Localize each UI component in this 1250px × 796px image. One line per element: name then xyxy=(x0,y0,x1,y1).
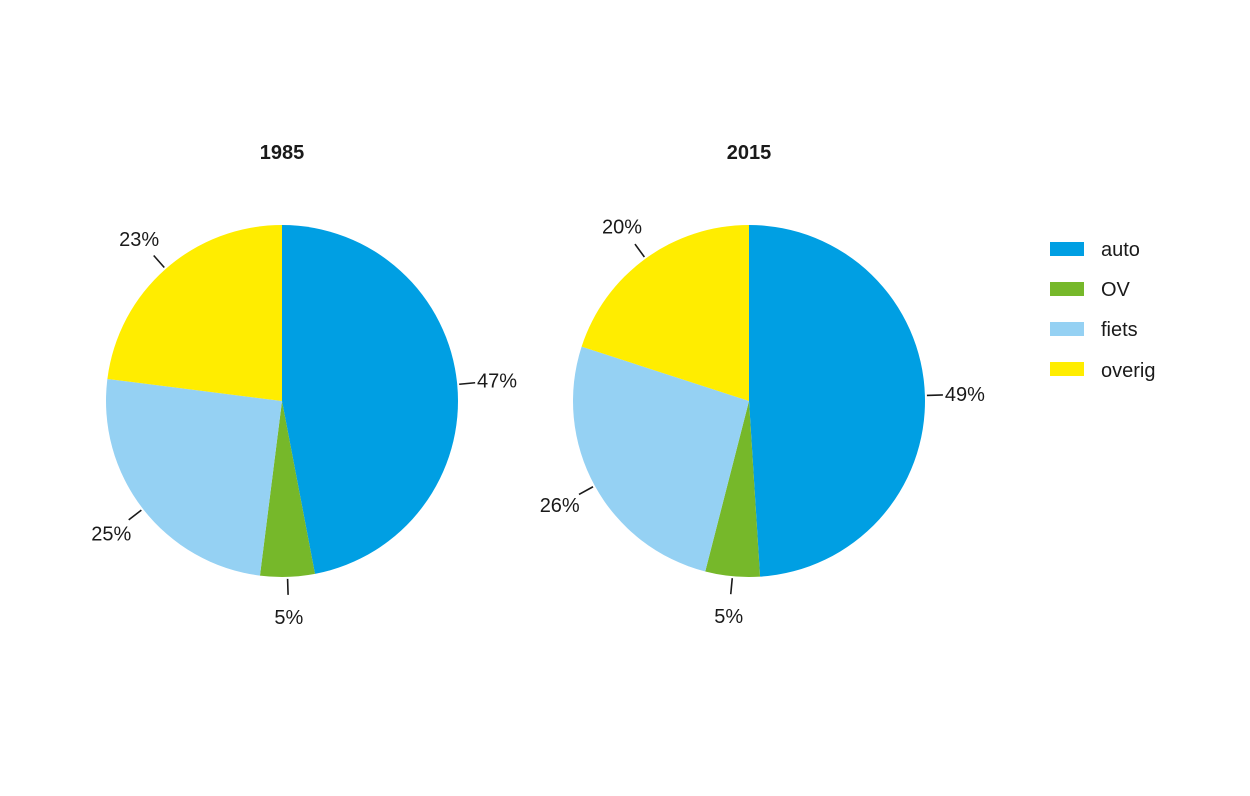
pie-slice-1985-auto xyxy=(282,225,459,574)
legend-swatch-auto xyxy=(1050,242,1084,256)
leader-line-1985-fiets xyxy=(128,509,142,521)
pct-label-2015-ov: 5% xyxy=(714,606,743,628)
pie-slice-2015-overig xyxy=(581,225,749,401)
legend-label-fiets: fiets xyxy=(1101,319,1138,341)
pct-label-2015-auto: 49% xyxy=(945,384,985,406)
leader-line-1985-auto xyxy=(459,381,476,386)
pct-label-1985-fiets: 25% xyxy=(91,523,131,545)
legend: auto OV fiets overig xyxy=(1050,239,1155,382)
leader-line-2015-auto xyxy=(926,394,943,397)
pie-slice-1985-fiets xyxy=(106,378,283,576)
pie-title-2015: 2015 xyxy=(727,142,772,164)
pie-slice-2015-auto xyxy=(749,225,925,577)
legend-swatch-fiets xyxy=(1050,322,1084,336)
pie-slices-1985 xyxy=(106,225,459,578)
leader-line-2015-overig xyxy=(634,243,646,258)
pct-label-1985-ov: 5% xyxy=(274,607,303,629)
legend-label-ov: OV xyxy=(1101,279,1131,301)
leader-line-1985-overig xyxy=(153,254,165,269)
legend-label-overig: overig xyxy=(1101,360,1155,382)
pie-title-1985: 1985 xyxy=(260,142,305,164)
pct-label-2015-fiets: 26% xyxy=(540,495,580,517)
pie-slice-1985-overig xyxy=(107,225,282,401)
leader-line-2015-fiets xyxy=(578,486,594,496)
pie-slice-1985-ov xyxy=(259,401,315,578)
pct-label-2015-overig: 20% xyxy=(602,216,642,238)
pie-slices-2015 xyxy=(573,225,925,577)
legend-swatch-ov xyxy=(1050,282,1084,296)
pct-label-1985-overig: 23% xyxy=(119,229,159,251)
legend-swatch-overig xyxy=(1050,362,1084,376)
pie-slice-2015-fiets xyxy=(573,346,749,572)
pie-slice-2015-ov xyxy=(705,401,761,577)
pie-1985: 1985 47% 5% 25% 23% xyxy=(91,142,517,629)
leader-line-1985-ov xyxy=(286,578,289,595)
legend-label-auto: auto xyxy=(1101,239,1140,261)
pie-labels-2015: 49% 5% 26% 20% xyxy=(540,216,985,628)
pie-labels-1985: 47% 5% 25% 23% xyxy=(91,229,517,629)
pct-label-1985-auto: 47% xyxy=(477,371,517,393)
leader-line-2015-ov xyxy=(729,578,734,595)
pie-2015: 2015 49% 5% 26% 20% xyxy=(540,142,985,628)
